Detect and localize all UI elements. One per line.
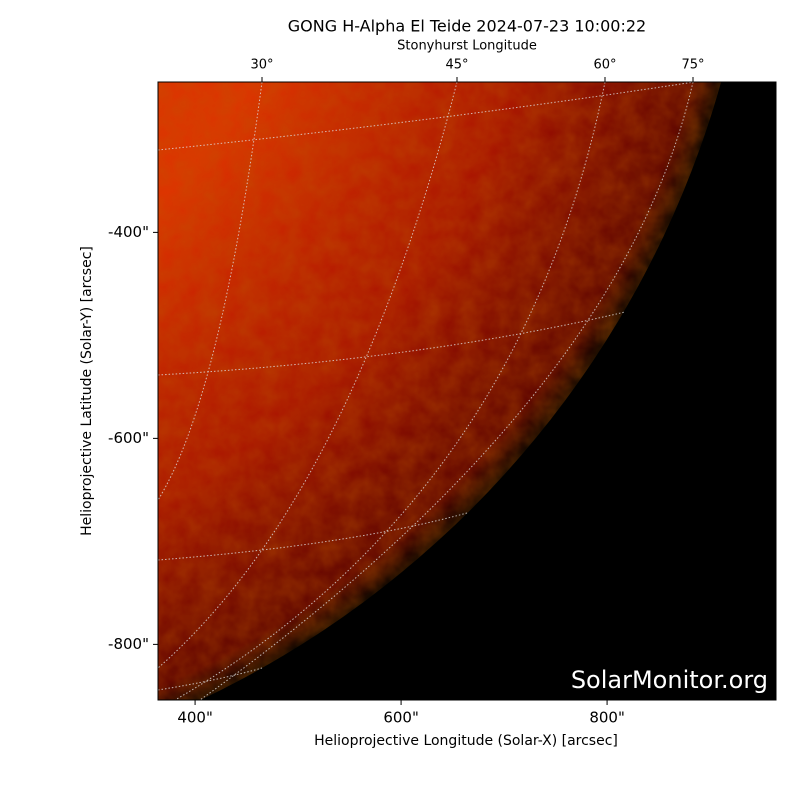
- x-tick-label: 600": [383, 709, 419, 727]
- y-tick-label: -400": [108, 223, 149, 241]
- y-tick-label: -800": [108, 635, 149, 653]
- grid-line: [199, 82, 694, 700]
- x-tick-label: 400": [177, 709, 213, 727]
- plot-frame: [157, 81, 777, 701]
- y-tick-label: -600": [108, 429, 149, 447]
- x-tick-label: 800": [589, 709, 625, 727]
- grid-line: [158, 311, 626, 376]
- x2-tick-label: 75°: [681, 58, 704, 73]
- grid-line: [158, 82, 698, 151]
- grid-line: [158, 512, 468, 561]
- grid-line: [158, 82, 458, 669]
- x2-tick-label: 45°: [445, 58, 468, 73]
- y-axis-label: Helioprojective Latitude (Solar-Y) [arcs…: [79, 246, 95, 536]
- x2-axis-label: Stonyhurst Longitude: [397, 39, 537, 54]
- grid-line: [174, 82, 606, 700]
- watermark: SolarMonitor.org: [571, 666, 768, 694]
- x2-tick-label: 30°: [250, 58, 273, 73]
- x2-tick-label: 60°: [593, 58, 616, 73]
- chart-title: GONG H-Alpha El Teide 2024-07-23 10:00:2…: [288, 17, 646, 36]
- x-axis-label: Helioprojective Longitude (Solar-X) [arc…: [314, 733, 618, 749]
- image: SolarMonitor.org: [158, 82, 776, 700]
